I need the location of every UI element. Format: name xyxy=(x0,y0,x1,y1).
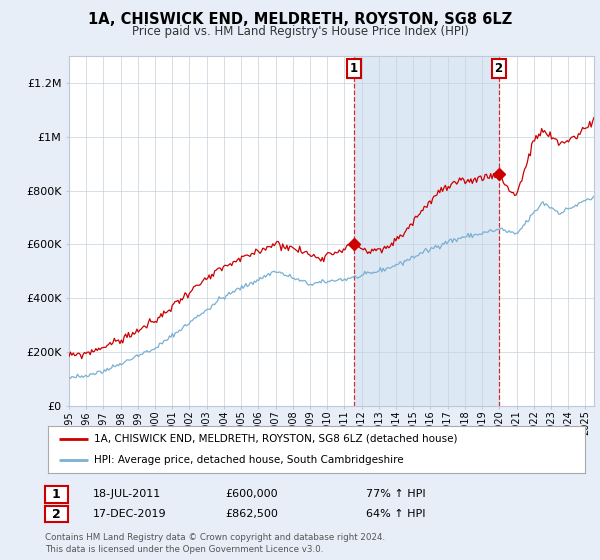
Text: 64% ↑ HPI: 64% ↑ HPI xyxy=(366,509,425,519)
Text: 1: 1 xyxy=(52,488,61,501)
Text: Contains HM Land Registry data © Crown copyright and database right 2024.
This d: Contains HM Land Registry data © Crown c… xyxy=(45,533,385,554)
Text: £600,000: £600,000 xyxy=(225,489,278,500)
Text: £862,500: £862,500 xyxy=(225,509,278,519)
Text: 17-DEC-2019: 17-DEC-2019 xyxy=(93,509,167,519)
Text: 1: 1 xyxy=(350,62,358,74)
Text: HPI: Average price, detached house, South Cambridgeshire: HPI: Average price, detached house, Sout… xyxy=(94,455,403,465)
Bar xyxy=(354,56,499,406)
Text: Price paid vs. HM Land Registry's House Price Index (HPI): Price paid vs. HM Land Registry's House … xyxy=(131,25,469,38)
Text: 2: 2 xyxy=(494,62,503,74)
Text: 1A, CHISWICK END, MELDRETH, ROYSTON, SG8 6LZ (detached house): 1A, CHISWICK END, MELDRETH, ROYSTON, SG8… xyxy=(94,434,457,444)
Text: 1A, CHISWICK END, MELDRETH, ROYSTON, SG8 6LZ: 1A, CHISWICK END, MELDRETH, ROYSTON, SG8… xyxy=(88,12,512,27)
Text: 2: 2 xyxy=(52,507,61,521)
Text: 77% ↑ HPI: 77% ↑ HPI xyxy=(366,489,425,500)
Text: 18-JUL-2011: 18-JUL-2011 xyxy=(93,489,161,500)
